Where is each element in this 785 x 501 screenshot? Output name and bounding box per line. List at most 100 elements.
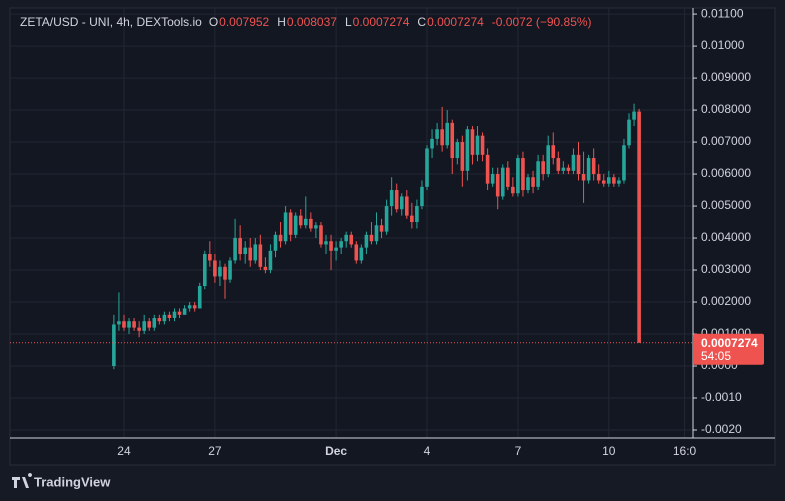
candle-body bbox=[344, 234, 348, 242]
candle-body bbox=[389, 190, 394, 207]
x-tick-label: 16:0 bbox=[673, 444, 697, 458]
candle-body bbox=[425, 148, 429, 187]
candle-body bbox=[223, 266, 227, 280]
panel bbox=[9, 7, 776, 466]
candle-body bbox=[536, 161, 540, 187]
y-tick-label: 0.01000 bbox=[701, 38, 745, 52]
x-tick-label: 7 bbox=[515, 444, 522, 458]
y-tick-label: 0.002000 bbox=[701, 294, 751, 308]
ohlc-field-label: C bbox=[417, 15, 426, 29]
candle-body bbox=[561, 167, 566, 171]
candle-body bbox=[445, 122, 450, 146]
candle-body bbox=[591, 158, 596, 175]
axes: 0.01100 0.01000 0.009000 0.008000 0.007000 0.… bbox=[117, 6, 751, 458]
candle-body bbox=[541, 161, 545, 175]
candle-body bbox=[440, 129, 444, 146]
ohlc-field-label: L bbox=[345, 15, 352, 29]
candle-body bbox=[495, 174, 500, 197]
y-tick-label: 0.007000 bbox=[701, 134, 751, 148]
y-tick-label: 0.006000 bbox=[701, 166, 751, 180]
candle-body bbox=[202, 254, 207, 287]
candle-body bbox=[157, 318, 162, 322]
candle-body bbox=[450, 122, 455, 159]
candle-body bbox=[596, 174, 601, 181]
candle-body bbox=[127, 321, 131, 328]
candle-body bbox=[405, 196, 409, 216]
candle-body bbox=[632, 111, 636, 120]
candle-body bbox=[258, 244, 263, 267]
candle-body bbox=[147, 321, 152, 328]
candle-body bbox=[233, 238, 237, 261]
symbol: ZETA/USD - UNI, 4h, DEXTools.io bbox=[20, 15, 202, 29]
candle-body bbox=[228, 260, 232, 280]
candle-body bbox=[349, 234, 354, 245]
brand: TradingView bbox=[12, 473, 111, 489]
price-label: 0.0007274 bbox=[701, 336, 758, 350]
candle-body bbox=[137, 327, 141, 331]
y-tick-label: 0.004000 bbox=[701, 230, 751, 244]
legend-header: ZETA/USD - UNI, 4h, DEXTools.io O 0.007952… bbox=[20, 15, 592, 29]
candle-body bbox=[470, 129, 475, 155]
candle-body bbox=[263, 266, 268, 271]
candle-body bbox=[556, 158, 561, 171]
candle-body bbox=[112, 324, 116, 367]
brand-name: TradingView bbox=[34, 474, 111, 489]
y-tick-label: 0.009000 bbox=[701, 70, 751, 84]
candle-body bbox=[319, 225, 323, 245]
ohlc-field-label: H bbox=[277, 15, 286, 29]
candle-body bbox=[177, 311, 182, 315]
price-box bbox=[693, 333, 764, 365]
candle-body bbox=[278, 234, 283, 242]
candle-body bbox=[526, 177, 530, 191]
candle-body bbox=[314, 225, 318, 229]
candle-body bbox=[253, 244, 258, 261]
candle-body bbox=[379, 225, 384, 232]
x-tick-label: 10 bbox=[602, 444, 616, 458]
candle-body bbox=[612, 177, 616, 184]
candle-body bbox=[369, 234, 374, 242]
candle-body bbox=[293, 215, 298, 235]
ohlc-field-value: 0.0007274 bbox=[353, 15, 410, 29]
candle-body bbox=[187, 305, 192, 309]
ohlc-field-value: 0.007952 bbox=[219, 15, 269, 29]
candle-body bbox=[218, 266, 222, 277]
candle-body bbox=[581, 174, 586, 181]
ohlc-field-value: 0.008037 bbox=[287, 15, 337, 29]
candle-body bbox=[475, 135, 480, 155]
x-tick-label: 4 bbox=[424, 444, 431, 458]
candle-body bbox=[551, 145, 556, 159]
y-tick-label: -0.0020 bbox=[701, 422, 742, 436]
candles bbox=[112, 103, 641, 370]
candle-body bbox=[329, 241, 333, 251]
candle-body bbox=[142, 321, 146, 331]
candle-body bbox=[399, 196, 404, 210]
candle-body bbox=[167, 314, 172, 319]
candle-body bbox=[364, 234, 369, 248]
y-tick-label: 0.003000 bbox=[701, 262, 751, 276]
candle-body bbox=[586, 158, 591, 181]
candle-body bbox=[197, 286, 202, 309]
candle-body bbox=[384, 206, 389, 232]
candle-body bbox=[410, 215, 414, 223]
brand-logo bbox=[12, 473, 33, 488]
ohlc-field-label: O bbox=[209, 15, 218, 29]
candle-body bbox=[162, 314, 167, 322]
candle-body bbox=[511, 186, 515, 194]
candle-body bbox=[546, 145, 551, 175]
change: -0.0072 (−90.85%) bbox=[492, 15, 592, 29]
grid bbox=[10, 8, 693, 438]
candle-body bbox=[248, 247, 253, 261]
candle-body bbox=[500, 167, 505, 197]
candle-body bbox=[566, 167, 571, 171]
candle-body bbox=[238, 238, 242, 255]
candle-body bbox=[213, 260, 217, 277]
candle-body bbox=[273, 234, 278, 251]
x-tick-label: 27 bbox=[208, 444, 222, 458]
y-tick-label: -0.0010 bbox=[701, 390, 742, 404]
candle-body bbox=[506, 167, 510, 187]
y-tick-label: 0.01100 bbox=[701, 6, 744, 20]
candle-body bbox=[460, 142, 465, 171]
candle-body bbox=[283, 212, 288, 242]
candle-body bbox=[485, 154, 490, 184]
candle-body bbox=[339, 241, 343, 248]
